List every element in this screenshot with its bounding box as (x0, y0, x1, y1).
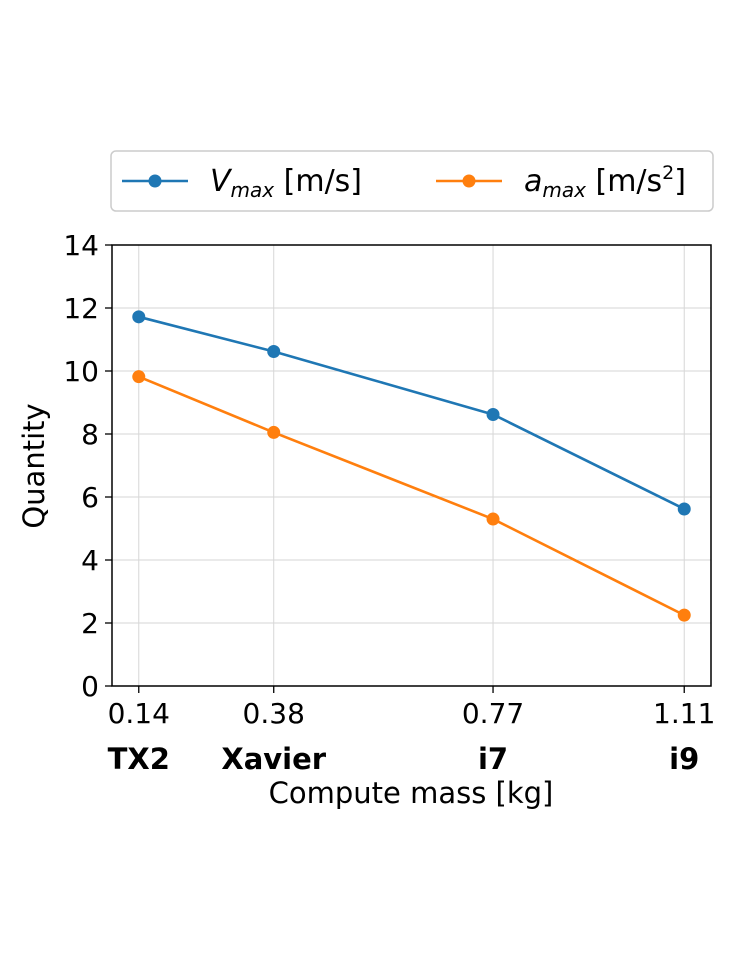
y-tick-label: 6 (81, 481, 99, 514)
y-tick-label: 4 (81, 544, 99, 577)
x-category-label: i7 (478, 742, 508, 776)
x-tick-label: 0.38 (243, 697, 305, 730)
series-line-0 (138, 315, 685, 511)
legend-frame (110, 150, 714, 212)
x-tick-label: 1.11 (653, 697, 715, 730)
x-axis-label: Compute mass [kg] (269, 776, 554, 810)
data-point (267, 425, 281, 439)
plot-area-frame (111, 244, 712, 687)
x-tick-label: 0.77 (462, 697, 524, 730)
x-category-label: i9 (669, 742, 699, 776)
data-point (132, 310, 146, 324)
data-point (486, 407, 500, 421)
series-line-1 (138, 375, 685, 617)
x-category-label: Xavier (221, 742, 326, 776)
data-point (132, 370, 146, 384)
legend-marker-vmax (148, 174, 162, 188)
legend-marker-amax (462, 174, 476, 188)
legend-label-vmax: Vmax [m/s] (210, 164, 362, 202)
data-point (486, 512, 500, 526)
y-tick-label: 0 (81, 670, 99, 703)
legend-label-amax: amax [m/s2] (524, 162, 686, 202)
y-tick-label: 10 (63, 355, 99, 388)
data-point (677, 608, 691, 622)
y-tick-label: 8 (81, 418, 99, 451)
y-axis: 0 2 4 6 8 10 12 14 (63, 229, 112, 703)
y-tick-label: 2 (81, 607, 99, 640)
x-tick-label: 0.14 (108, 697, 170, 730)
x-axis: 0.14 TX2 0.38 Xavier 0.77 i7 1.11 i9 (108, 686, 715, 776)
y-tick-label: 12 (63, 292, 99, 325)
data-point (677, 502, 691, 516)
y-tick-label: 14 (63, 229, 99, 262)
x-category-label: TX2 (108, 742, 170, 776)
data-point (267, 344, 281, 358)
legend: Vmax [m/s] amax [m/s2] (110, 150, 714, 212)
y-axis-label: Quantity (17, 403, 51, 528)
series-layer (132, 310, 691, 622)
